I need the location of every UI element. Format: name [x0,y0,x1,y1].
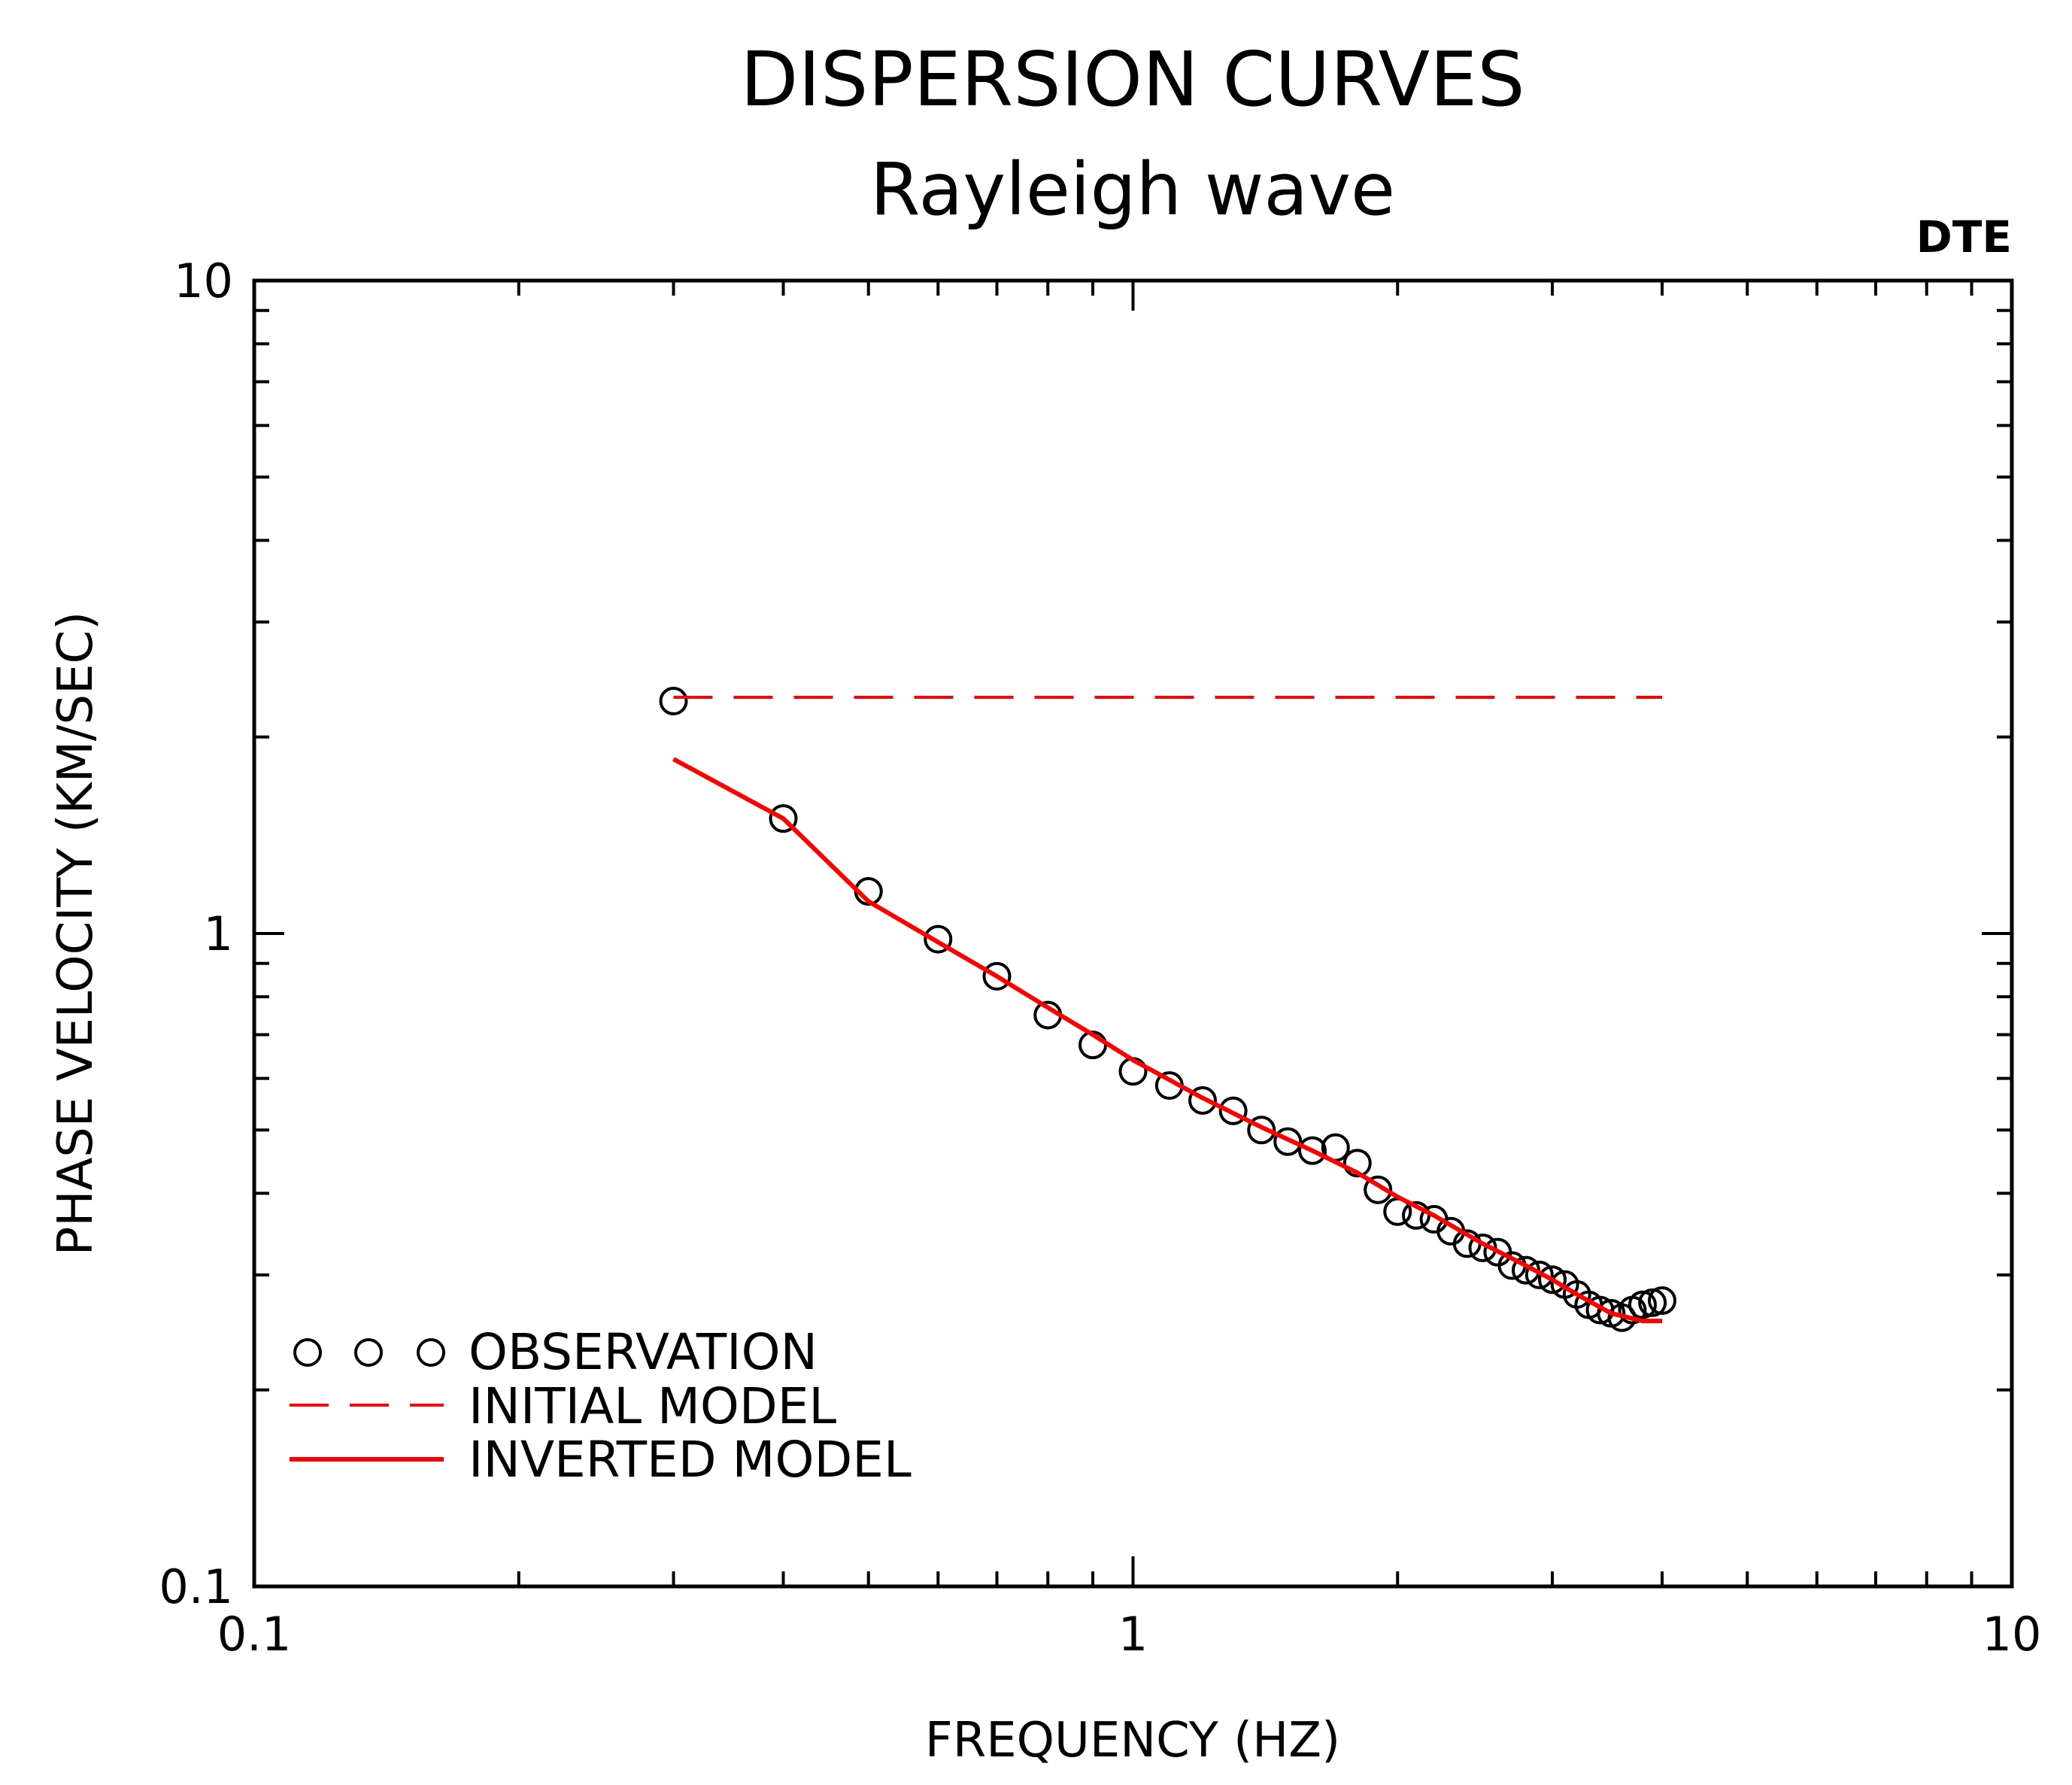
legend-inverted-model-label: INVERTED MODEL [469,1431,912,1489]
observation-series [659,686,1677,1332]
legend-initial-model-label: INITIAL MODEL [469,1377,836,1435]
y-axis-label: PHASE VELOCITY (KM/SEC) [48,612,104,1255]
observation-point [1247,1116,1276,1145]
x-tick-label: 0.1 [217,1607,292,1662]
observation-point [982,961,1012,991]
y-tick-label: 10 [174,253,233,308]
legend-observation-symbols [293,1338,445,1367]
x-axis-label: FREQUENCY (HZ) [925,1713,1340,1768]
observation-point [1524,1260,1554,1289]
chart-title: DISPERSION CURVES [740,35,1524,123]
legend-observation-marker [417,1338,445,1367]
y-axis-ticks: 0.1 1 10 [159,253,2012,1614]
series-layer [659,686,1677,1332]
observation-point [1298,1136,1327,1165]
x-tick-label: 1 [1118,1607,1148,1662]
legend-observation-marker [293,1338,322,1367]
observation-point [1638,1288,1667,1317]
observation-point [924,924,953,954]
observation-point [1342,1149,1372,1178]
x-tick-label: 10 [1983,1607,2042,1662]
observation-point [1538,1265,1567,1295]
observation-point [1628,1290,1657,1319]
observation-point [1648,1286,1677,1316]
legend-observation-label: OBSERVATION [469,1323,818,1381]
y-tick-label: 0.1 [159,1559,233,1614]
observation-point [1188,1085,1218,1115]
x-axis-ticks: 0.1 1 10 [217,281,2042,1662]
corner-tag: DTE [1916,211,2012,263]
legend-observation-marker [354,1338,383,1367]
legend: OBSERVATION INITIAL MODEL INVERTED MODEL [290,1323,912,1489]
observation-point [1218,1096,1248,1125]
observation-point [659,686,688,715]
observation-point [769,804,798,833]
y-tick-label: 1 [204,906,233,961]
chart-subtitle: Rayleigh wave [870,147,1395,232]
observation-point [1273,1127,1303,1156]
inverted-model-line [672,757,1662,1324]
observation-point [1364,1175,1393,1204]
